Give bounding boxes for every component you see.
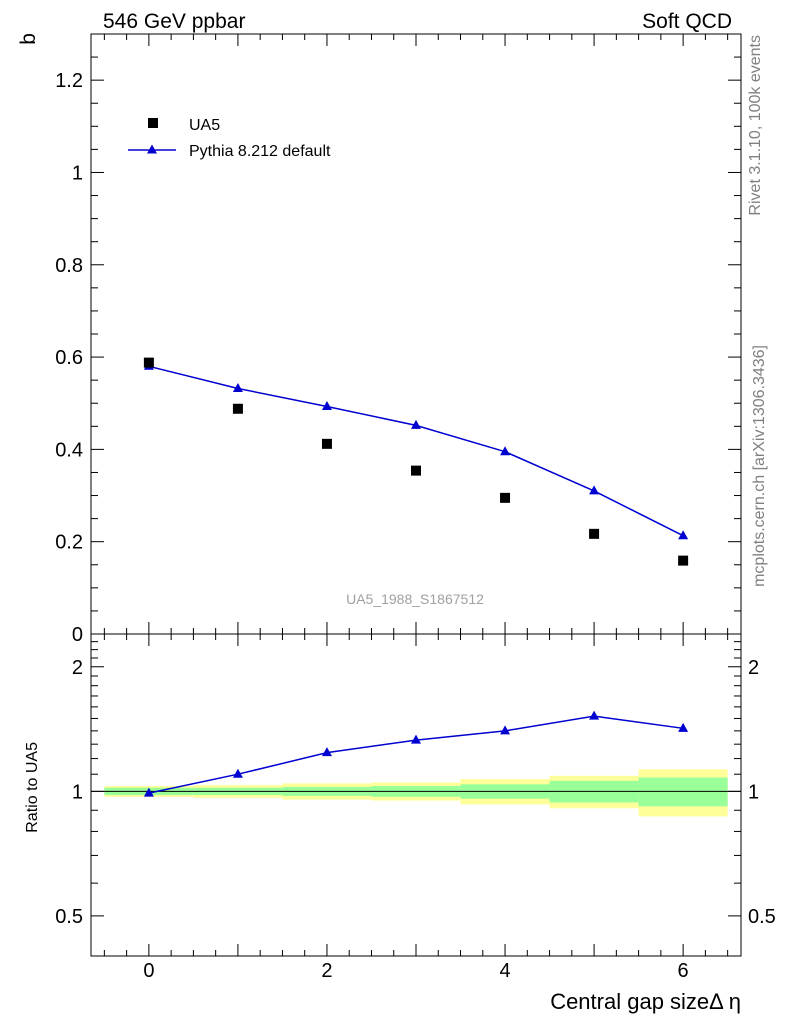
ua5-point <box>589 528 600 539</box>
main-y-tick-label: 0 <box>72 624 83 646</box>
ua5-point <box>143 357 154 368</box>
ratio-plot-marks <box>143 710 689 797</box>
main-y-tick-label: 0.4 <box>55 439 83 461</box>
main-y-tick-label: 0.2 <box>55 532 83 554</box>
ratio-y-tick-label: 1 <box>72 781 83 803</box>
analysis-watermark: UA5_1988_S1867512 <box>346 591 484 607</box>
x-tick-label: 2 <box>321 960 332 982</box>
ratio-y-tick-label: 2 <box>72 657 83 679</box>
legend-pythia-marker <box>147 144 157 154</box>
axes: 0 0.2 0.4 0.6 0.8 1 1.2 0 2 4 6 0.5 0.5 1 1 2 2 <box>55 33 776 982</box>
x-tick-label: 6 <box>678 960 689 982</box>
ratio-pythia-point <box>411 734 421 744</box>
main-y-tick-label: 1.2 <box>55 70 83 92</box>
ratio-y-tick-label-right: 2 <box>748 657 759 679</box>
ratio-pythia-point <box>589 710 600 720</box>
ua5-point <box>232 403 243 414</box>
x-tick-label: 0 <box>143 960 154 982</box>
ua5-point <box>678 555 689 566</box>
x-tick-label: 4 <box>499 960 510 982</box>
ratio-y-tick-label-right: 1 <box>748 781 759 803</box>
x-axis-title: Central gap sizeΔ η <box>550 989 741 1014</box>
ratio-pythia-point <box>321 747 332 757</box>
ratio-pythia-point <box>232 768 243 778</box>
ratio-y-tick-label-right: 0.5 <box>748 906 776 928</box>
ratio-ylabel: Ratio to UA5 <box>24 742 41 833</box>
ratio-y-tick-label: 0.5 <box>55 906 83 928</box>
main-y-tick-label: 0.6 <box>55 347 83 369</box>
pythia-point <box>321 400 332 410</box>
ratio-stat-band-6 <box>638 777 728 807</box>
ratio-pythia-point <box>678 722 689 732</box>
mcplots-label: mcplots.cern.ch [arXiv:1306.3436] <box>751 345 768 587</box>
rivet-label: Rivet 3.1.10, 100k events <box>747 35 764 216</box>
ratio-pythia-point <box>143 787 154 797</box>
header-left-title: 546 GeV ppbar <box>103 10 245 33</box>
main-ylabel: b <box>17 33 40 45</box>
pythia-point <box>589 485 600 495</box>
legend-pythia-label: Pythia 8.212 default <box>189 143 331 160</box>
pythia-point <box>678 530 689 540</box>
ua5-point <box>321 438 332 449</box>
legend: UA5 Pythia 8.212 default <box>128 117 331 160</box>
pythia-point <box>500 446 511 456</box>
pythia-point <box>411 419 421 429</box>
main-y-tick-label: 1 <box>72 162 83 184</box>
main-plot-marks <box>143 357 689 566</box>
header-right-title: Soft QCD <box>642 10 732 33</box>
legend-ua5-marker <box>148 118 158 128</box>
ratio-pythia-point <box>500 725 511 735</box>
ua5-point <box>500 492 511 503</box>
pythia-line <box>148 365 684 537</box>
legend-ua5-label: UA5 <box>189 117 220 134</box>
main-y-tick-label: 0.8 <box>55 255 83 277</box>
pythia-point <box>232 382 243 392</box>
ua5-point <box>411 465 421 476</box>
ratio-uncertainty-bands <box>104 769 728 817</box>
